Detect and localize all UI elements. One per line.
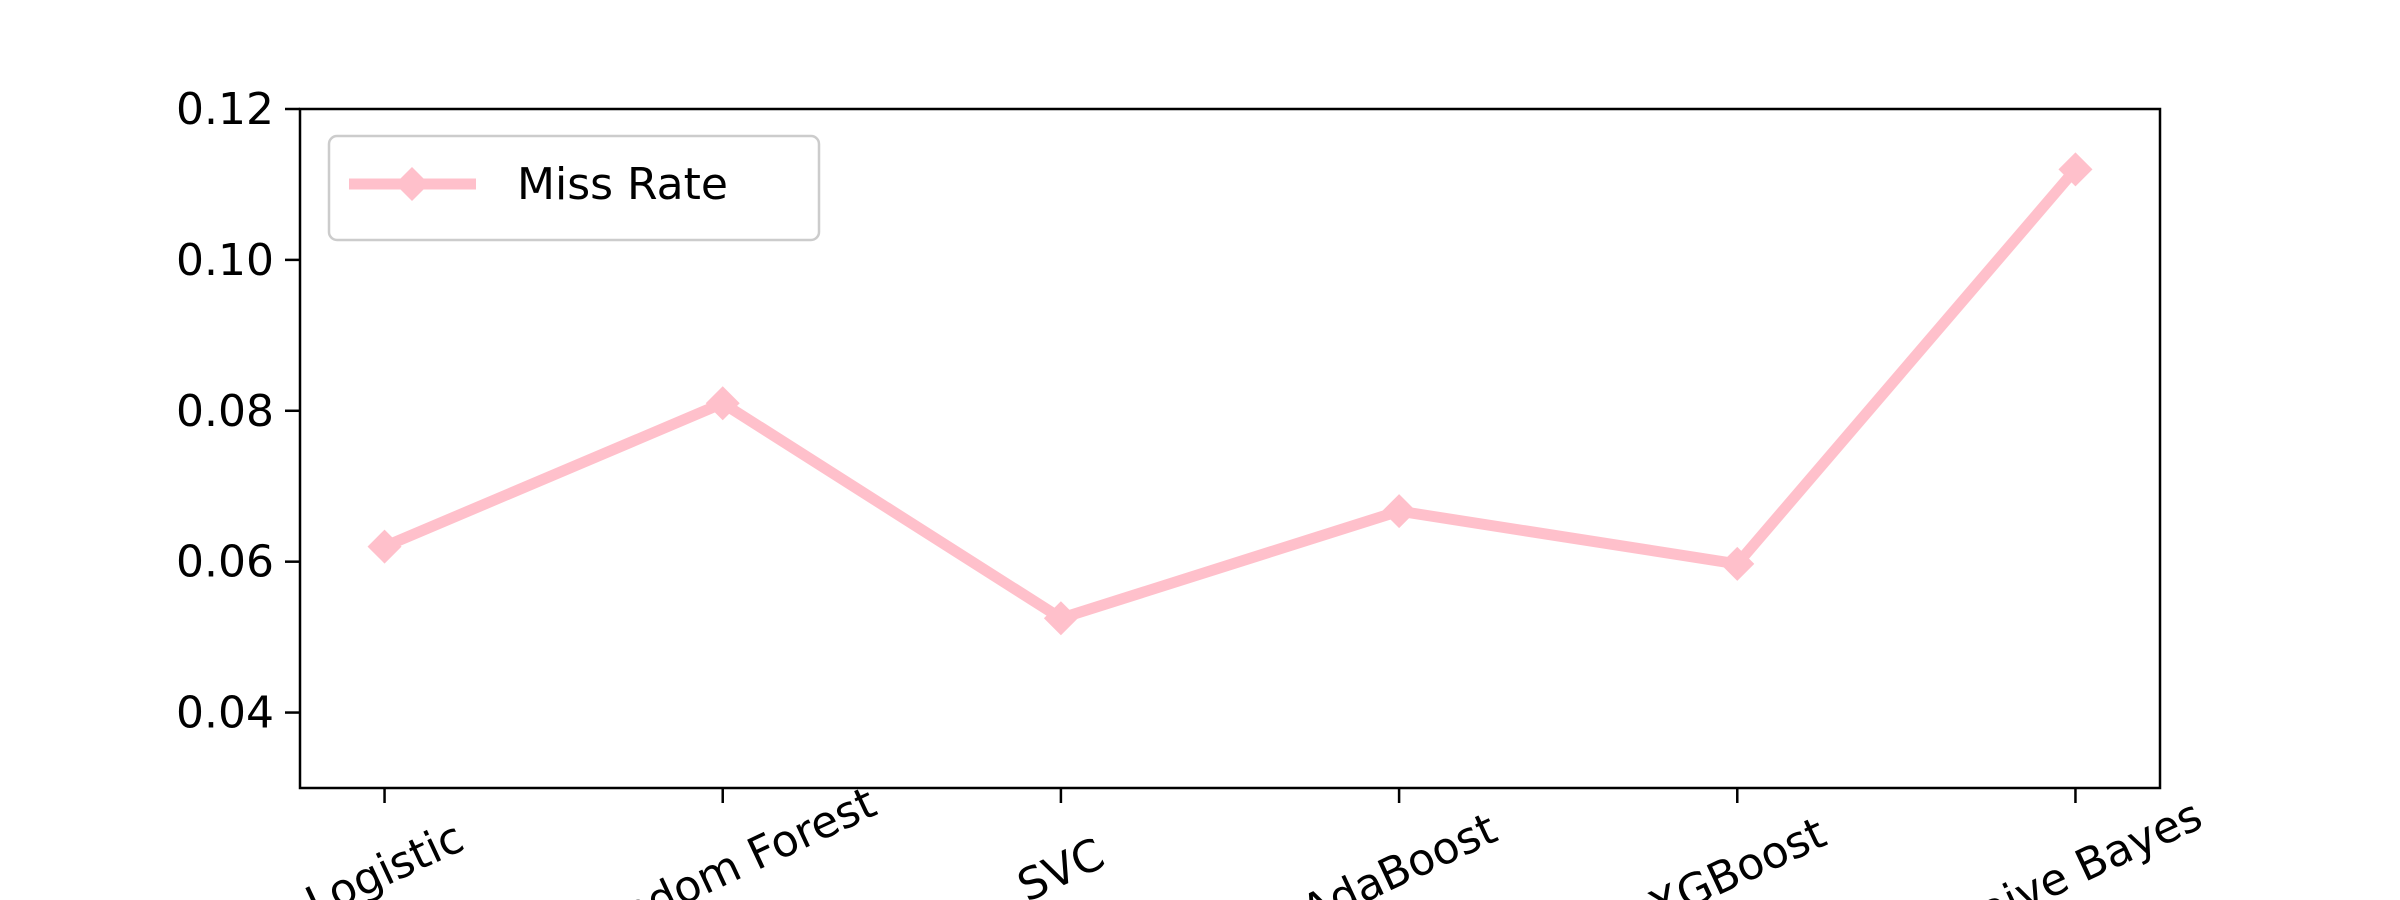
y-tick-label: 0.12 [176,84,274,135]
series-line [382,165,2080,624]
marker [1382,494,1417,529]
marker [2058,152,2093,187]
marker [1720,546,1755,581]
marker [705,386,740,421]
legend-marker [395,167,429,201]
y-tick-label: 0.08 [176,386,274,437]
y-tick-label: 0.04 [176,688,274,739]
plot-frame [298,107,2162,790]
x-tick-label: Logistic [298,812,471,900]
y-tick-label: 0.06 [176,537,274,588]
marker [1043,601,1078,636]
x-tick-label: Naive Bayes [1941,790,2209,900]
marker [367,529,402,564]
legend-box [327,134,821,242]
x-tick-label: XGBoost [1641,808,1833,900]
x-tick-label: SVC [1010,829,1112,900]
y-tick-label: 0.10 [176,235,274,286]
x-tick-label: AdaBoost [1294,803,1504,900]
legend-label: Miss Rate [517,159,728,210]
